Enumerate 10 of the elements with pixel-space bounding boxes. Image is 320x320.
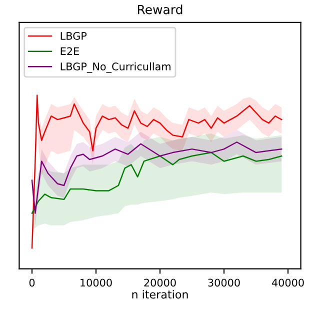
- legend-label: LBGP_No_Curricullam: [60, 62, 170, 73]
- x-tick-label: 40000: [272, 278, 304, 287]
- x-tick-label: 10000: [80, 278, 112, 287]
- x-axis-title: n iteration: [132, 290, 188, 299]
- x-tick-label: 20000: [144, 278, 176, 287]
- x-tick-label: 0: [29, 278, 35, 287]
- x-tick-label: 30000: [208, 278, 240, 287]
- legend-label: LBGP: [60, 32, 87, 40]
- chart-title: Reward: [138, 4, 182, 14]
- legend-label: E2E: [60, 47, 79, 55]
